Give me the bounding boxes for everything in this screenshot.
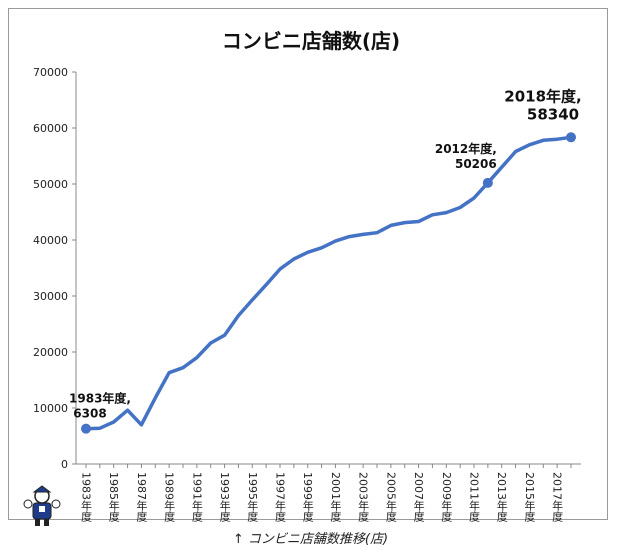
data-markers (81, 132, 576, 434)
data-point-marker (81, 423, 91, 434)
y-tick-label: 0 (61, 458, 68, 471)
y-tick-label: 60000 (33, 122, 68, 135)
x-tick-label: 1989年度 (163, 472, 176, 523)
x-tick-label: 1993年度 (218, 472, 231, 523)
chart: コンビニ店舗数(店) 0 10000 20000 30000 40000 50000 600… (33, 29, 582, 523)
data-label: 1983年度, (69, 391, 131, 406)
chart-frame (8, 8, 608, 520)
series-line (85, 135, 572, 431)
data-point-marker (482, 177, 493, 188)
y-tick-label: 10000 (33, 402, 68, 415)
x-tick-labels: 1983年度 1985年度 1987年度 1989年度 1991年度 1993年度 1995… (80, 472, 564, 523)
y-tick-labels: 0 10000 20000 30000 40000 50000 60000 70000 (33, 66, 68, 471)
y-tick-label: 70000 (33, 66, 68, 79)
y-tick-label: 40000 (33, 234, 68, 247)
x-tick-label: 2005年度 (384, 472, 397, 523)
figure-caption: ↑ コンビニ店舗数推移(店) (232, 532, 389, 547)
x-tick-label: 1987年度 (135, 472, 148, 523)
x-tick-label: 2015年度 (523, 472, 536, 523)
data-label: 6308 (73, 407, 106, 421)
x-tick-label: 1985年度 (107, 472, 120, 523)
x-tick-label: 1999年度 (301, 472, 314, 523)
y-tick-label: 20000 (33, 346, 68, 359)
data-point-marker (566, 132, 576, 143)
x-tick-label: 2009年度 (440, 472, 453, 523)
data-annotations: 1983年度,6308 2012年度,50206 2018年度,58340 (69, 87, 582, 420)
x-tick-label: 2017年度 (551, 472, 564, 523)
x-tick-label: 2011年度 (468, 472, 481, 523)
x-tick-label: 1983年度 (80, 472, 93, 523)
x-tick-label: 1991年度 (190, 472, 203, 523)
axes (72, 71, 581, 468)
y-tick-label: 50000 (33, 178, 68, 191)
x-tick-label: 2001年度 (329, 472, 342, 523)
y-tick-label: 30000 (33, 290, 68, 303)
x-tick-label: 2007年度 (412, 472, 425, 523)
x-tick-label: 1995年度 (246, 472, 259, 523)
x-tick-label: 1997年度 (274, 472, 287, 523)
x-tick-label: 2003年度 (357, 472, 370, 523)
data-label: 2018年度, (504, 87, 581, 105)
chart-title: コンビニ店舗数(店) (222, 29, 400, 53)
data-label: 2012年度, (435, 141, 497, 156)
x-tick-label: 2013年度 (495, 472, 508, 523)
data-label: 50206 (455, 157, 497, 171)
mascot-icon (23, 485, 61, 526)
data-label: 58340 (527, 105, 579, 123)
